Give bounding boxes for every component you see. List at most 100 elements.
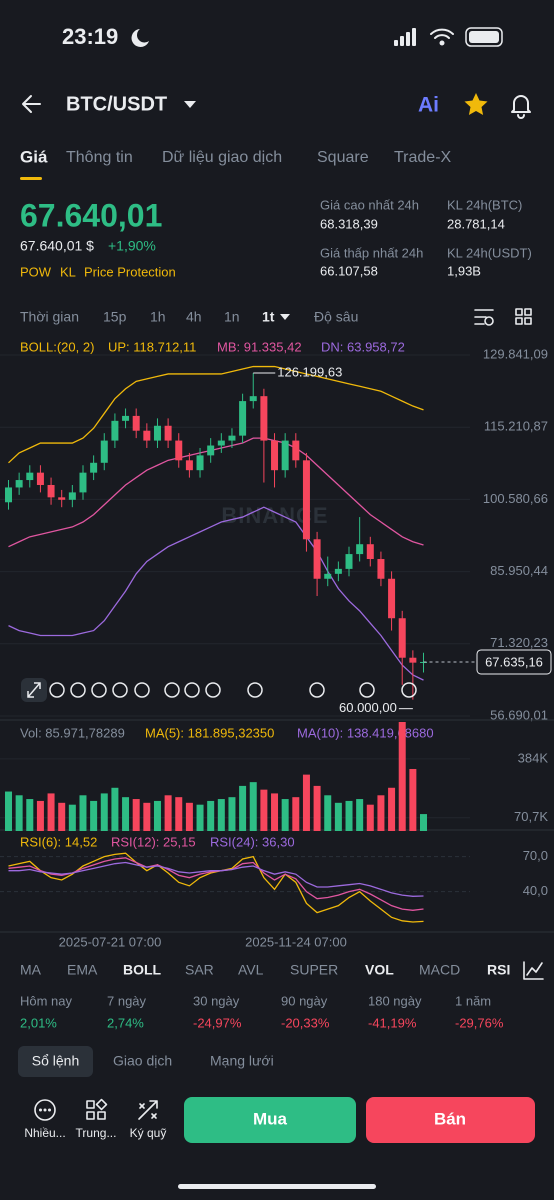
buy-label[interactable]: Mua (253, 1109, 288, 1128)
volume-bar (239, 785, 247, 831)
candle-body (132, 415, 140, 431)
indicator-tab[interactable]: EMA (67, 962, 98, 978)
back-button[interactable] (22, 95, 41, 113)
tab[interactable]: Square (317, 149, 369, 166)
candle-body (334, 568, 342, 574)
candle-body (196, 455, 204, 471)
pair-dropdown[interactable] (184, 101, 196, 108)
interval[interactable]: Độ sâu (314, 309, 358, 325)
interval[interactable]: 4h (186, 309, 202, 325)
stat-label: KL 24h(USDT) (447, 245, 532, 260)
boll-line (8, 437, 424, 548)
tab[interactable]: Thông tin (66, 149, 133, 166)
interval[interactable]: 1t (262, 309, 275, 325)
buy-button[interactable] (184, 1097, 356, 1143)
volume-bar (15, 795, 23, 831)
volume-bar (132, 799, 140, 831)
y-tick-label: 85.950,44 (490, 563, 548, 578)
indicator-tab[interactable]: MA (20, 962, 42, 978)
volume-bar (356, 799, 364, 831)
volume-bar (26, 799, 34, 831)
chart-settings-icon[interactable] (523, 961, 544, 980)
last-price-label: 67.635,16 (485, 654, 543, 669)
interval[interactable]: 1n (224, 309, 240, 325)
volume-bar (249, 782, 257, 831)
volume-bar (90, 800, 98, 831)
layout-icon[interactable] (515, 308, 532, 325)
margin-icon[interactable] (138, 1100, 158, 1120)
volume-bar (196, 804, 204, 831)
more-icon[interactable] (34, 1099, 56, 1121)
y-tick-label: 56.690,01 (490, 707, 548, 722)
x-tick-label: 2025-11-24 07:00 (245, 934, 347, 949)
candle-body (58, 497, 66, 500)
indicator-tab[interactable]: MACD (419, 962, 460, 978)
volume-bar (313, 785, 321, 831)
ai-button[interactable]: Ai (418, 94, 439, 117)
volume-bar (398, 722, 406, 831)
period-change: -20,33% (281, 1015, 330, 1030)
sell-button[interactable] (366, 1097, 535, 1143)
action-label[interactable]: Nhiều... (24, 1126, 65, 1140)
bottom-tab[interactable]: Sổ lệnh (32, 1053, 79, 1069)
volume-bar (281, 799, 289, 831)
sell-label[interactable]: Bán (434, 1109, 466, 1128)
period-label: 180 ngày (368, 993, 422, 1008)
tag[interactable]: POW (20, 264, 52, 279)
legend-label: MB: 91.335,42 (217, 339, 302, 354)
favorite-star[interactable] (464, 93, 488, 115)
volume-bar (143, 802, 151, 831)
tag[interactable]: KL (60, 264, 76, 279)
legend-label: RSI(24): 36,30 (210, 834, 295, 849)
fiat-price: 67.640,01 $ (20, 238, 94, 254)
bottom-tab[interactable]: Giao dịch (113, 1053, 172, 1069)
volume-bar (111, 787, 119, 831)
indicator-tab[interactable]: AVL (238, 962, 264, 978)
volume-bar (47, 793, 55, 831)
period-label: Hôm nay (20, 993, 73, 1008)
interval[interactable]: 15p (103, 309, 127, 325)
legend-label: RSI(6): 14,52 (20, 834, 97, 849)
interval[interactable]: Thời gian (20, 309, 79, 325)
battery (465, 27, 503, 47)
volume-bar (5, 791, 12, 831)
action-label[interactable]: Trung... (76, 1126, 117, 1140)
volume-bar (228, 797, 236, 831)
wifi-dot (439, 40, 445, 46)
interval[interactable]: 1h (150, 309, 166, 325)
tag[interactable]: Price Protection (84, 264, 176, 279)
indicator-tab[interactable]: VOL (365, 962, 394, 978)
tab[interactable]: Trade-X (394, 149, 452, 166)
bottom-tab[interactable]: Mạng lưới (210, 1053, 274, 1069)
indicator-tab[interactable]: RSI (487, 962, 510, 978)
boll-line (8, 506, 424, 681)
pair-title[interactable]: BTC/USDT (66, 93, 167, 115)
action-label[interactable]: Ký quỹ (130, 1126, 167, 1140)
candle-body (15, 480, 23, 488)
bell-icon[interactable] (511, 95, 531, 119)
indicator-tab[interactable]: BOLL (123, 962, 162, 978)
interval-dropdown[interactable] (280, 314, 290, 320)
stat-value: 1,93B (447, 263, 481, 278)
settings-icon[interactable] (474, 309, 494, 325)
volume-bar (409, 768, 417, 831)
event-markers[interactable] (21, 678, 417, 702)
center-icon[interactable] (86, 1098, 108, 1120)
period-change: 2,01% (20, 1015, 57, 1030)
battery-level (469, 31, 499, 43)
period-change: -29,76% (455, 1015, 504, 1030)
candle-body (324, 573, 332, 579)
boll-line (8, 365, 424, 464)
more-dots (39, 1108, 51, 1112)
volume-bar (58, 802, 66, 831)
tab[interactable]: Giá (20, 147, 48, 166)
tab[interactable]: Dữ liệu giao dịch (162, 149, 282, 166)
candle-body (122, 415, 130, 421)
stat-label: KL 24h(BTC) (447, 197, 522, 212)
indicator-tab[interactable]: SAR (185, 962, 214, 978)
moon-icon (131, 29, 149, 47)
indicator-tab[interactable]: SUPER (290, 962, 338, 978)
candle-body (366, 544, 374, 560)
legend-label: RSI(12): 25,15 (111, 834, 196, 849)
